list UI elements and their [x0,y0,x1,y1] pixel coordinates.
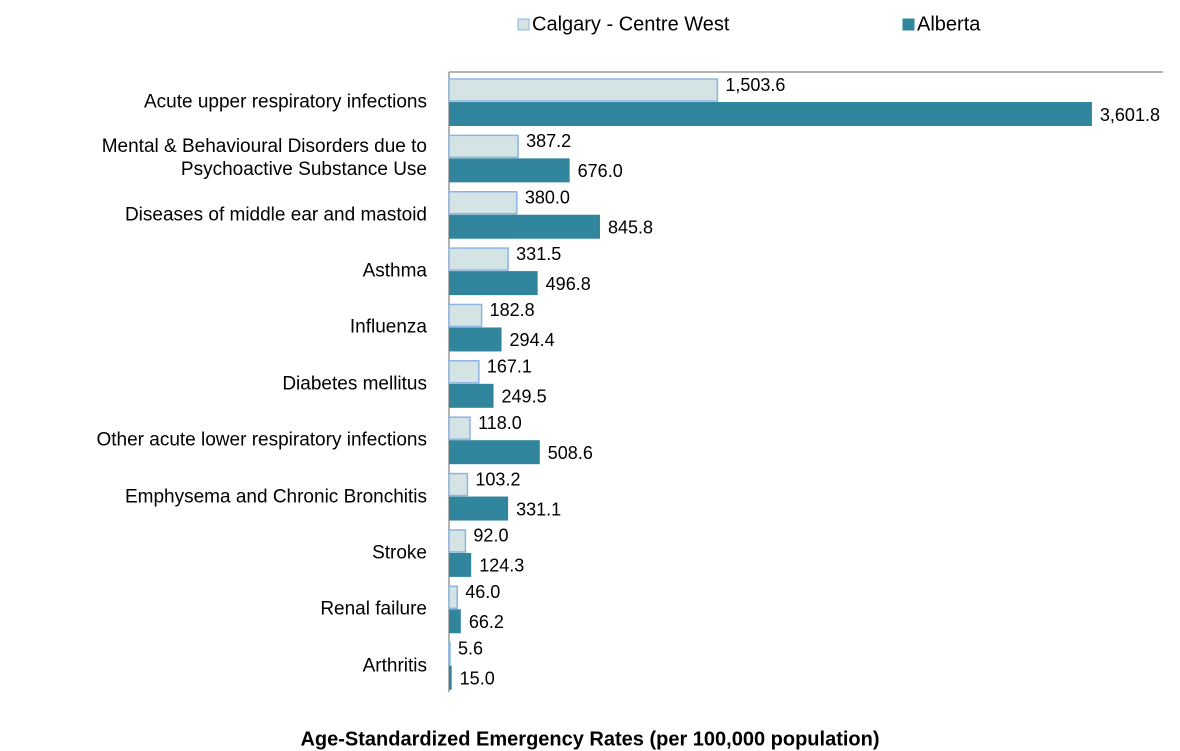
bar [449,665,452,690]
value-label: 294.4 [510,330,555,350]
bar [449,496,509,521]
bar [449,327,502,352]
category-label: Acute upper respiratory infections [143,91,427,113]
value-label: 249.5 [502,387,547,407]
category-label: Stroke [372,542,427,564]
value-label: 845.8 [608,217,653,237]
bar [448,472,469,497]
bar [448,190,518,215]
value-label: 182.8 [490,300,535,320]
category-label: Renal failure [320,598,427,620]
value-label: 331.1 [516,499,561,519]
value-label: 103.2 [475,469,520,489]
bar [449,214,600,239]
bar [449,609,461,634]
value-label: 331.5 [516,244,561,264]
value-label: 676.0 [578,161,623,181]
category-label: Arthritis [362,655,427,677]
bar [449,383,494,408]
bar [448,134,519,159]
category-label: Mental & Behavioural Disorders due to Ps… [101,136,427,181]
legend-swatch [902,18,915,31]
value-label: 92.0 [473,526,508,546]
value-label: 46.0 [465,582,500,602]
value-label: 496.8 [546,274,591,294]
bar [448,585,458,610]
value-label: 118.0 [478,413,522,433]
chart-title: Age-Standardized Emergency Rates (per 10… [300,728,879,750]
value-label: 387.2 [526,131,571,151]
legend-label: Calgary - Centre West [532,13,730,35]
legend-label: Alberta [917,13,981,35]
bar [448,416,471,440]
bar [449,158,570,183]
value-label: 5.6 [458,638,483,658]
value-label: 1,503.6 [725,75,785,95]
bar [448,247,509,271]
category-label: Other acute lower respiratory infections [96,429,427,451]
value-label: 508.6 [548,443,593,463]
bar [448,641,451,666]
bar [449,102,1092,126]
value-label: 380.0 [525,187,570,207]
bar [449,552,472,577]
category-label: Asthma [362,260,427,282]
category-label: Diseases of middle ear and mastoid [124,204,427,226]
category-label: Diabetes mellitus [282,373,427,395]
value-label: 15.0 [460,668,495,688]
bar [449,271,538,296]
value-label: 66.2 [469,612,504,632]
bar [448,529,467,553]
legend-swatch [517,18,530,31]
category-label: Influenza [349,316,427,338]
bar [448,78,719,102]
bar [449,440,540,465]
value-label: 124.3 [479,556,524,576]
bar [448,360,480,384]
value-label: 3,601.8 [1100,105,1160,125]
value-label: 167.1 [487,357,532,377]
bar [448,303,483,328]
category-label: Emphysema and Chronic Bronchitis [124,486,427,508]
